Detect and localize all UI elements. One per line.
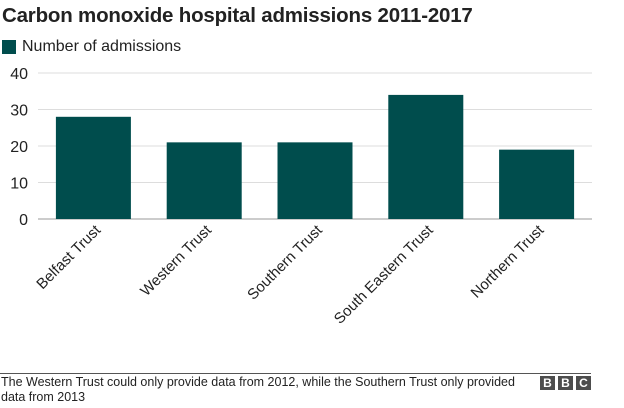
- bar-chart: 0 10 20 30 40 Belfast Trust Western Trust South…: [10, 66, 592, 328]
- y-tick-label: 0: [19, 212, 28, 229]
- bar: [277, 142, 353, 219]
- legend-swatch: [2, 40, 16, 54]
- x-tick-label: Northern Trust: [468, 221, 548, 301]
- footnote: The Western Trust could only provide dat…: [1, 375, 515, 404]
- bbc-logo-letter: B: [540, 376, 555, 390]
- x-tick-label: Belfast Trust: [33, 221, 105, 293]
- bbc-logo: B B C: [540, 376, 591, 390]
- bar: [166, 142, 242, 219]
- bbc-logo-letter: C: [576, 376, 591, 390]
- bar: [499, 149, 575, 219]
- x-tick-label: Southern Trust: [244, 221, 326, 303]
- y-tick-label: 40: [10, 66, 28, 83]
- chart-title: Carbon monoxide hospital admissions 2011…: [2, 4, 473, 27]
- x-tick-label: Western Trust: [137, 221, 215, 299]
- legend: Number of admissions: [2, 38, 181, 56]
- footer-divider: [0, 373, 591, 374]
- bar: [388, 94, 464, 219]
- y-tick-label: 30: [10, 103, 28, 120]
- legend-label: Number of admissions: [22, 38, 182, 55]
- y-tick-label: 20: [10, 139, 28, 156]
- y-tick-label: 10: [10, 176, 28, 193]
- bbc-logo-letter: B: [558, 376, 573, 390]
- bar: [55, 116, 131, 219]
- x-tick-label: South Eastern Trust: [331, 221, 437, 327]
